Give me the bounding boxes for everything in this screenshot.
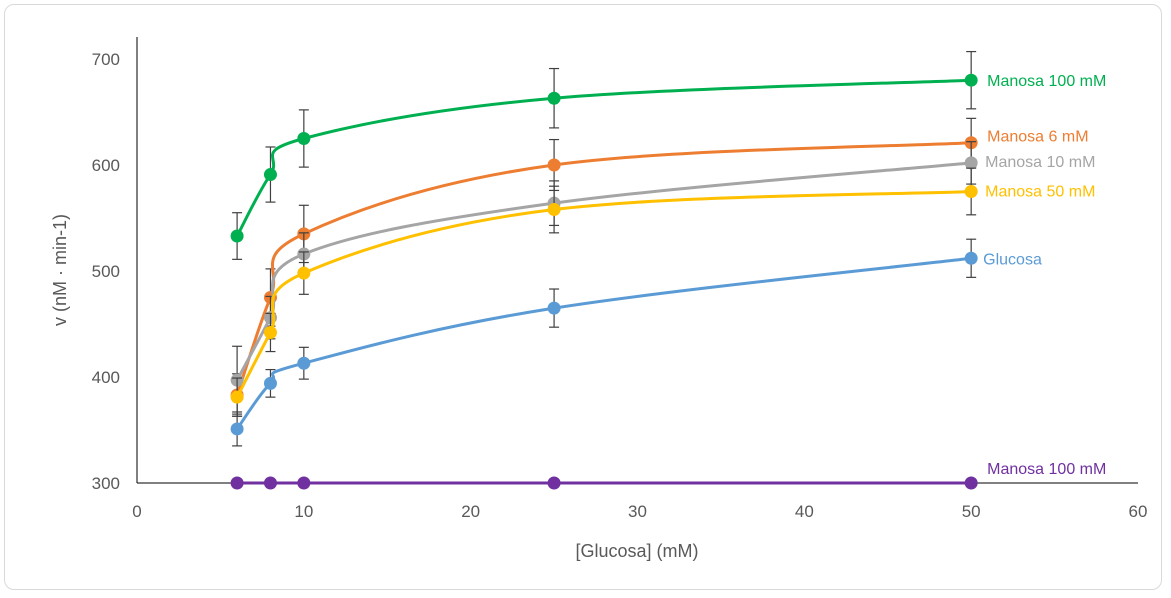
data-point (547, 476, 561, 490)
x-tick-label: 0 (132, 502, 141, 521)
axes: 0 10 20 30 40 50 60 300 400 500 600 700 (92, 37, 1148, 521)
data-point (297, 132, 311, 145)
series: Manosa 100 mM (230, 461, 1106, 490)
series-line (235, 141, 973, 397)
data-point (964, 476, 978, 490)
series-label: Manosa 10 mM (985, 154, 1095, 171)
data-point (297, 476, 311, 490)
data-point (230, 476, 244, 490)
series: Manosa 10 mM (230, 141, 1095, 415)
y-tick-label: 700 (92, 50, 120, 69)
data-point (547, 158, 561, 172)
series-label: Manosa 50 mM (985, 184, 1095, 201)
x-tick-label: 20 (461, 502, 480, 521)
series: Glucosa (230, 238, 1042, 447)
x-tick-label: 60 (1129, 502, 1148, 521)
x-axis-title: [Glucosa] (mM) (575, 541, 698, 561)
series-layer: Manosa 100 mM Manosa 6 mM Manosa 10 mM Mano… (230, 50, 1106, 490)
y-tick-label: 600 (92, 156, 120, 175)
data-point (547, 203, 561, 217)
x-tick-label: 40 (795, 502, 814, 521)
x-tick-label: 10 (294, 502, 313, 521)
data-point (547, 301, 561, 315)
data-point (964, 156, 978, 170)
data-point (964, 73, 978, 87)
data-point (964, 185, 978, 198)
y-tick-label: 300 (92, 474, 120, 493)
y-axis-title: v (nM · min-1) (50, 214, 70, 326)
data-point (263, 376, 277, 390)
series-label: Manosa 6 mM (987, 129, 1088, 146)
x-tick-label: 50 (962, 502, 981, 521)
data-point (263, 325, 277, 339)
data-point (230, 422, 244, 436)
data-point (547, 91, 561, 105)
data-point (230, 229, 244, 243)
x-tick-label: 30 (628, 502, 647, 521)
data-point (263, 168, 277, 182)
series-line (235, 256, 973, 431)
series-line (235, 190, 973, 399)
series: Manosa 50 mM (230, 167, 1095, 417)
series-label: Manosa 100 mM (987, 73, 1106, 90)
series-label: Manosa 100 mM (987, 461, 1106, 478)
data-point (263, 476, 277, 490)
series: Manosa 100 mM (230, 50, 1106, 260)
series-label: Glucosa (983, 251, 1042, 268)
data-point (297, 356, 311, 370)
data-point (297, 266, 311, 280)
data-point (230, 390, 244, 404)
data-point (964, 251, 978, 265)
chart-frame (4, 4, 1162, 590)
y-tick-label: 400 (92, 368, 120, 387)
y-tick-label: 500 (92, 262, 120, 281)
